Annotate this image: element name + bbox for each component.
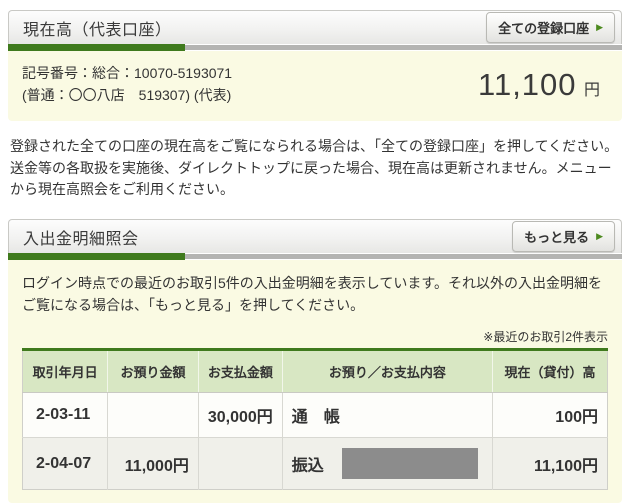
redacted-payee-box [342, 448, 479, 480]
account-number-line: 記号番号：総合：10070-5193071 [22, 65, 233, 82]
balance-accent-bar [8, 44, 622, 51]
balance-info-box: 記号番号：総合：10070-5193071 (普通：〇〇八店 519307) (… [8, 51, 622, 121]
table-header-row: 取引年月日 お預り金額 お支払金額 お預り／お支払内容 現在（貸付）高 [22, 349, 608, 394]
statement-section-header: 入出金明細照会 もっと見る ▶ [8, 219, 622, 254]
balance-amount: 11,100 [478, 67, 577, 102]
column-header-date: 取引年月日 [22, 349, 108, 394]
withdrawal-amount: 30,000円 [197, 392, 283, 439]
table-row: 2-03-11 30,000円 通 帳 100円 [22, 392, 608, 439]
arrow-right-icon: ▶ [596, 231, 603, 242]
deposit-amount [107, 392, 199, 439]
see-more-button[interactable]: もっと見る ▶ [512, 221, 615, 253]
running-balance: 100円 [491, 392, 608, 439]
transaction-date: 2-04-07 [22, 437, 108, 490]
transaction-table: 取引年月日 お預り金額 お支払金額 お預り／お支払内容 現在（貸付）高 2-03… [22, 348, 608, 491]
deposit-amount: 11,000円 [107, 437, 199, 490]
balance-currency-unit: 円 [583, 82, 600, 99]
accent-bar-gray-segment [185, 45, 622, 50]
balance-section-header: 現在高（代表口座） 全ての登録口座 ▶ [8, 10, 622, 44]
recent-transactions-note: ※最近のお取引2件表示 [483, 330, 608, 345]
transaction-content-text: 振込 [291, 457, 324, 475]
statement-content-box: ログイン時点での最近のお取引5件の入出金明細を表示しています。それ以外の入出金明… [8, 260, 622, 503]
statement-section-title: 入出金明細照会 [23, 230, 139, 248]
account-branch-line: (普通：〇〇八店 519307) (代表) [22, 87, 232, 103]
column-header-balance: 現在（貸付）高 [491, 349, 608, 394]
transaction-content: 振込 [281, 437, 493, 490]
accent-bar-green-segment [8, 44, 185, 51]
statement-section: 入出金明細照会 もっと見る ▶ ログイン時点での最近のお取引5件の入出金明細を表… [8, 219, 622, 503]
see-more-button-label: もっと見る [524, 230, 590, 246]
accent-bar-green-segment [8, 253, 185, 261]
table-row: 2-04-07 11,000円 振込 11,100円 [22, 437, 608, 490]
column-header-deposit: お預り金額 [107, 349, 199, 394]
balance-section: 現在高（代表口座） 全ての登録口座 ▶ 記号番号：総合：10070-519307… [8, 10, 622, 121]
column-header-content: お預り／お支払内容 [281, 349, 493, 394]
balance-section-title: 現在高（代表口座） [23, 21, 172, 39]
all-registered-accounts-button[interactable]: 全ての登録口座 ▶ [486, 12, 615, 43]
transaction-content-text: 通 帳 [291, 409, 340, 427]
all-registered-accounts-button-label: 全ての登録口座 [498, 21, 590, 36]
arrow-right-icon: ▶ [596, 22, 603, 32]
transaction-date: 2-03-11 [22, 392, 108, 439]
running-balance: 11,100円 [491, 437, 608, 490]
column-header-withdrawal: お支払金額 [197, 349, 283, 394]
transaction-content: 通 帳 [281, 392, 493, 439]
current-balance: 11,100 円 [478, 67, 606, 103]
balance-description-text: 登録された全ての口座の現在高をご覧になられる場合は、「全ての登録口座」を押してく… [10, 138, 619, 198]
account-info: 記号番号：総合：10070-5193071 (普通：〇〇八店 519307) (… [22, 63, 232, 106]
withdrawal-amount [197, 437, 283, 490]
statement-description-text: ログイン時点での最近のお取引5件の入出金明細を表示しています。それ以外の入出金明… [22, 275, 602, 313]
statement-accent-bar [8, 253, 622, 261]
accent-bar-gray-segment [185, 254, 622, 260]
